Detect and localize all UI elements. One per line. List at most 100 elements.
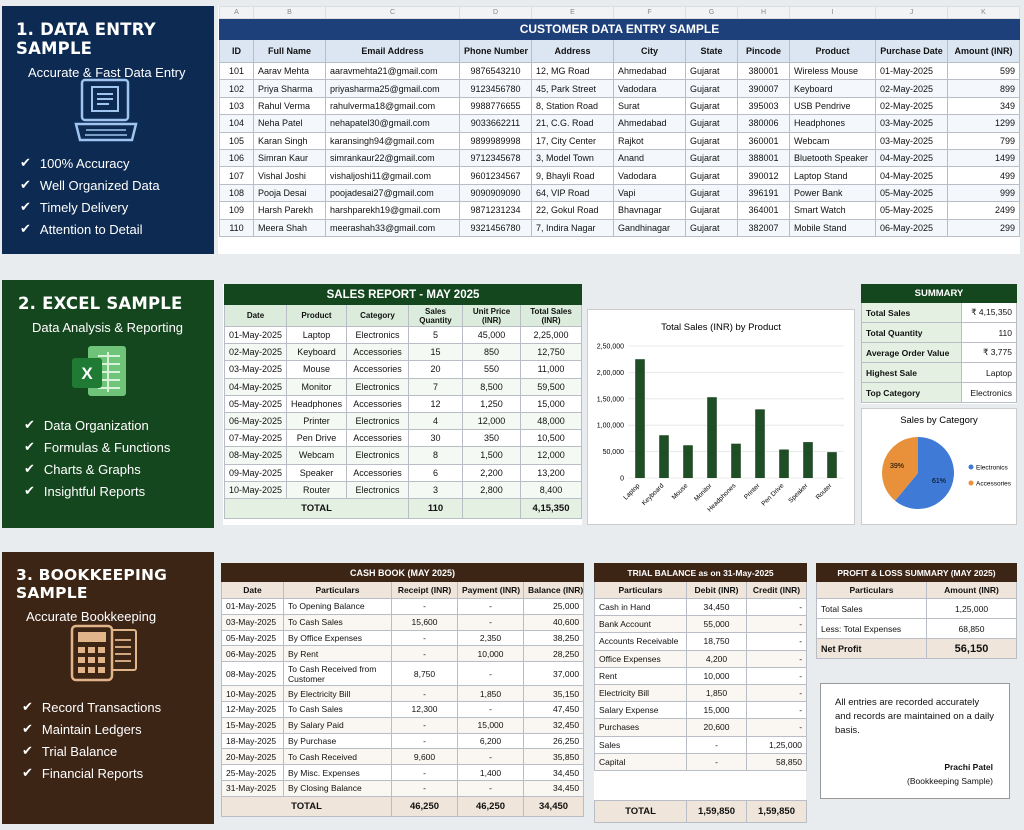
table-cell: 03-May-2025 <box>875 131 948 150</box>
table-row: Electricity Bill 1,850- <box>594 683 808 703</box>
table-cell: 1,25,000 <box>745 735 808 754</box>
summary-label: Top Category <box>860 382 963 403</box>
table-cell: Accessories <box>346 343 409 362</box>
table-cell: 01-May-2025 <box>221 598 284 615</box>
x-tick-label: Router <box>815 482 834 501</box>
pie-slice <box>895 437 954 509</box>
table-cell: 25,000 <box>522 598 585 615</box>
table-cell: Gujarat <box>685 79 738 98</box>
table-cell: 34,450 <box>686 597 747 617</box>
table-cell: 2499 <box>947 201 1020 220</box>
table-cell: Capital <box>594 752 687 771</box>
column-header: State <box>685 39 738 63</box>
slice-label: 61% <box>932 478 946 485</box>
column-header: Particulars <box>816 581 927 599</box>
table-cell: - <box>457 661 524 687</box>
table-cell: 2,25,000 <box>519 325 583 345</box>
svg-text:X: X <box>81 364 93 383</box>
table-cell: 34,450 <box>522 764 585 781</box>
y-tick-label: 0 <box>620 476 624 483</box>
table-row: 03-May-2025 Mouse Accessories 20 550 11,000 <box>224 360 583 379</box>
table-cell: 8 <box>408 446 463 465</box>
column-header: Debit (INR) <box>686 581 747 599</box>
table-cell: Gujarat <box>685 218 738 237</box>
summary-row: Total Sales ₹ 4,15,350 <box>860 302 1017 323</box>
table-cell: 1,59,850 <box>745 799 808 823</box>
bar <box>635 359 645 478</box>
column-header: Email Address <box>325 39 460 63</box>
table-cell: 34,450 <box>522 779 585 797</box>
y-tick-label: 2,50,000 <box>597 344 624 351</box>
table-cell: Bhavnagar <box>613 201 686 220</box>
table-cell: priyasharma25@gmail.com <box>325 79 460 98</box>
computer-icon <box>72 78 140 149</box>
cash-book-table: CASH BOOK (MAY 2025) Date Particulars Rece… <box>220 563 585 817</box>
table-cell: 9090909090 <box>459 183 532 203</box>
feature-item: ✔ Record Transactions <box>22 700 162 715</box>
table-cell: 06-May-2025 <box>224 411 287 431</box>
table-cell: - <box>391 716 458 734</box>
table-cell: 9601234567 <box>459 166 532 185</box>
table-cell: 382007 <box>737 218 790 237</box>
table-cell: 1,25,000 <box>925 598 1018 619</box>
table-cell: 05-May-2025 <box>875 201 948 220</box>
table-row: 18-May-2025 By Purchase -6,200 26,250 <box>221 732 585 750</box>
table-cell: 02-May-2025 <box>875 79 948 98</box>
table-cell: 26,250 <box>522 732 585 750</box>
bar <box>779 449 789 478</box>
table-cell: 10,000 <box>686 666 747 685</box>
table-cell: Rahul Verma <box>253 96 326 116</box>
column-letter: K <box>947 6 1020 19</box>
table-row: 102 Priya Sharma priyasharma25@gmail.com 91… <box>219 79 1020 98</box>
table-cell: Sales <box>594 735 687 754</box>
table-cell: 499 <box>947 166 1020 185</box>
table-cell: Gujarat <box>685 183 738 203</box>
table-row: 101 Aarav Mehta aaravmehta21@gmail.com 9876… <box>219 61 1020 81</box>
check-icon: ✔ <box>20 222 31 237</box>
table-cell: To Opening Balance <box>283 598 392 615</box>
table-cell: 8,400 <box>519 480 583 499</box>
feature-item: ✔ 100% Accuracy <box>20 156 130 171</box>
table-cell: Accessories <box>346 429 409 448</box>
table-cell: - <box>745 597 808 617</box>
table-cell: 01-May-2025 <box>875 61 948 81</box>
table-cell: 18,750 <box>686 632 747 651</box>
chart-title: Sales by Category <box>900 415 978 426</box>
bar <box>731 443 741 478</box>
table-cell: 18-May-2025 <box>221 732 284 750</box>
table-cell: Headphones <box>789 114 876 133</box>
table-cell: 107 <box>219 166 254 185</box>
table-cell: 12,750 <box>519 343 583 362</box>
table-cell: 15,000 <box>519 394 583 413</box>
table-cell: 2,200 <box>462 463 521 482</box>
bar-chart: Total Sales (INR) by Product 0 50,000 1,00,… <box>597 322 844 513</box>
table-cell: Wireless Mouse <box>789 61 876 81</box>
trial-balance-table: TRIAL BALANCE as on 31-May-2025 Particul… <box>593 563 808 823</box>
table-cell: TOTAL <box>594 799 687 823</box>
legend-swatch <box>968 464 974 470</box>
table-cell: 15 <box>408 343 463 362</box>
table-cell: 30 <box>408 429 463 448</box>
table-cell: By Salary Paid <box>283 716 392 734</box>
summary-label: Average Order Value <box>860 342 963 363</box>
pie-chart-card: Sales by Category 61% Electronics 39% Access… <box>861 408 1017 525</box>
table-cell: - <box>391 732 458 750</box>
legend-label: Electronics <box>976 465 1009 472</box>
section-title: 1. DATA ENTRY SAMPLE <box>16 20 156 58</box>
profit-loss: PROFIT & LOSS SUMMARY (MAY 2025) Particu… <box>815 563 1018 659</box>
total-row: TOTAL 110 4,15,350 <box>224 497 583 519</box>
check-icon: ✔ <box>24 484 35 499</box>
table-cell: Electricity Bill <box>594 683 687 703</box>
table-cell: 04-May-2025 <box>875 166 948 185</box>
column-header: Receipt (INR) <box>391 581 458 599</box>
table-cell: Less: Total Expenses <box>816 618 927 639</box>
table-row: 103 Rahul Verma rahulverma18@gmail.com 9988… <box>219 96 1020 116</box>
table-cell: nehapatel30@gmail.com <box>325 114 460 133</box>
table-cell: Gujarat <box>685 96 738 116</box>
table-cell: 103 <box>219 96 254 116</box>
table-row: 108 Pooja Desai poojadesai27@gmail.com 9090… <box>219 183 1020 203</box>
table-cell: 31-May-2025 <box>221 779 284 797</box>
x-tick-label: Mouse <box>671 482 690 501</box>
table-cell: 109 <box>219 201 254 220</box>
bar <box>659 435 669 478</box>
